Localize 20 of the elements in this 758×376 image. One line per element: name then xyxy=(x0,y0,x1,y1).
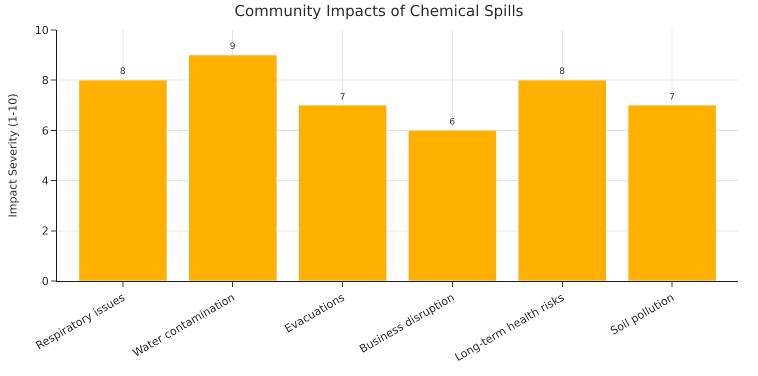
chart-title: Community Impacts of Chemical Spills xyxy=(234,2,524,20)
data-label: 8 xyxy=(120,67,126,78)
y-tick-label: 8 xyxy=(42,74,49,88)
y-tick-label: 4 xyxy=(42,174,49,188)
y-axis-title: Impact Severity (1-10) xyxy=(6,93,20,218)
bar xyxy=(188,54,277,281)
y-tick-label: 6 xyxy=(42,124,49,138)
bar xyxy=(518,80,606,281)
bar xyxy=(298,105,387,281)
data-label: 7 xyxy=(340,92,346,102)
y-tick-label: 0 xyxy=(42,274,49,288)
data-label: 8 xyxy=(559,67,566,78)
y-tick-label: 10 xyxy=(34,24,49,37)
data-label: 7 xyxy=(669,92,675,102)
bar xyxy=(408,130,497,281)
y-tick-label: 2 xyxy=(42,224,49,238)
bar xyxy=(628,105,716,281)
bar xyxy=(78,80,168,281)
data-label: 9 xyxy=(230,42,236,52)
data-label: 6 xyxy=(449,117,456,128)
